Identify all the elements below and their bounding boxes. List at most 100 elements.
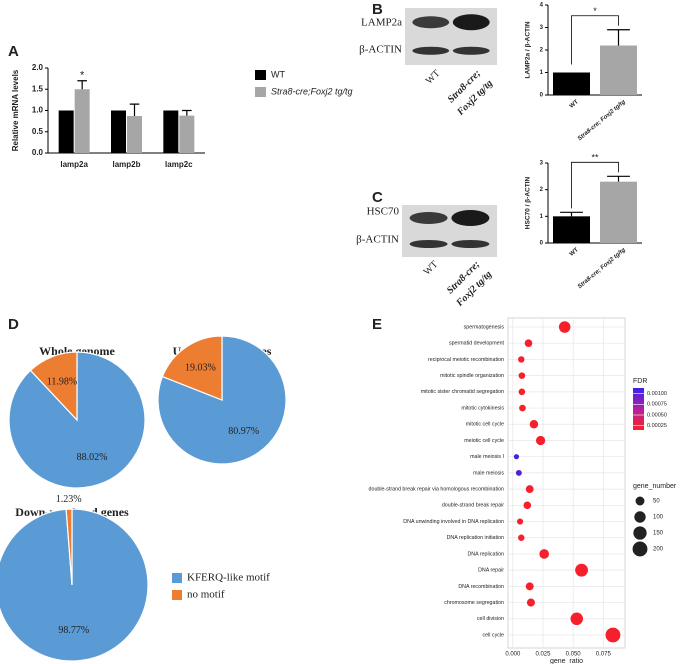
size-legend-dot bbox=[633, 526, 647, 540]
size-legend-dot bbox=[632, 541, 648, 557]
colorbar-tick-label: 0.00100 bbox=[647, 391, 667, 397]
bar bbox=[600, 45, 637, 95]
error-bar bbox=[182, 109, 192, 116]
y-tick-label: 0.0 bbox=[32, 148, 44, 157]
y-tick-label: spermatid development bbox=[449, 341, 505, 347]
bar bbox=[127, 116, 142, 153]
panel-label: C bbox=[372, 189, 383, 206]
colorbar-tick-label: 0.00075 bbox=[647, 402, 667, 408]
pie-value-label: 88.02% bbox=[77, 452, 108, 463]
y-tick-label: 0.5 bbox=[32, 127, 44, 136]
dot bbox=[525, 485, 534, 494]
blot-band bbox=[452, 46, 490, 55]
bar bbox=[111, 110, 126, 153]
dot bbox=[529, 420, 539, 429]
legend-label: no motif bbox=[187, 589, 225, 601]
y-tick-label: DNA replication initiation bbox=[447, 535, 504, 541]
x-tick-label: lamp2c bbox=[165, 160, 193, 169]
error-bar bbox=[560, 211, 583, 217]
size-legend-dot bbox=[634, 511, 646, 523]
y-tick-label: spermatogenesis bbox=[464, 324, 505, 330]
legend-swatch bbox=[255, 70, 266, 80]
y-tick-label: 2.0 bbox=[32, 63, 44, 72]
y-tick-label: mitotic cell cycle bbox=[466, 422, 504, 428]
blot-band-label: β-ACTIN bbox=[356, 234, 399, 246]
size-legend-label: 150 bbox=[653, 531, 664, 537]
dot bbox=[524, 339, 533, 348]
dot bbox=[605, 627, 621, 643]
dot bbox=[535, 435, 546, 446]
blot-band bbox=[412, 46, 450, 55]
y-tick-label: mitotic spindle organization bbox=[440, 373, 504, 379]
panel-label: D bbox=[8, 316, 19, 333]
pie-slice bbox=[161, 335, 223, 401]
blot-band bbox=[409, 212, 448, 224]
pie-value-label: 11.98% bbox=[47, 376, 77, 387]
y-tick-label: DNA repair bbox=[478, 568, 504, 574]
size-legend-title: gene_number bbox=[633, 483, 677, 490]
y-axis-label: LAMP2a / β-ACTIN bbox=[525, 21, 532, 78]
y-tick-label: DNA unwinding involved in DNA replicatio… bbox=[403, 519, 504, 525]
legend-swatch bbox=[172, 590, 182, 600]
dot bbox=[523, 501, 532, 510]
legend-label: Stra8-cre;Foxj2 tg/tg bbox=[271, 86, 353, 96]
dot bbox=[515, 469, 522, 476]
x-tick-label: 0.050 bbox=[566, 652, 582, 658]
y-tick-label: mitotic sister chromatid segregation bbox=[421, 389, 504, 395]
blot-band bbox=[409, 240, 448, 248]
size-legend-dot bbox=[635, 496, 645, 506]
panel-label: A bbox=[8, 43, 19, 60]
pie-slice bbox=[65, 508, 73, 586]
blot-band bbox=[412, 16, 450, 29]
legend-label: KFERQ-like motif bbox=[187, 572, 270, 584]
x-tick-label: WT bbox=[569, 99, 580, 110]
blot-band bbox=[451, 240, 490, 248]
pie-slice bbox=[0, 508, 149, 662]
x-tick-label: 0.075 bbox=[596, 652, 612, 658]
error-bar bbox=[77, 80, 87, 90]
error-bar bbox=[129, 103, 140, 117]
bar bbox=[58, 110, 74, 153]
size-legend-label: 50 bbox=[653, 499, 660, 505]
y-tick-label: 1.0 bbox=[32, 106, 44, 115]
dot bbox=[518, 356, 525, 363]
dot bbox=[518, 388, 526, 396]
panel-label: E bbox=[372, 316, 382, 333]
blot-band-label: HSC70 bbox=[367, 206, 400, 218]
dot bbox=[539, 549, 549, 559]
pie-slice bbox=[29, 351, 78, 422]
bar bbox=[600, 181, 637, 243]
y-tick-label: male meiosis bbox=[473, 470, 504, 476]
pie-value-label: 98.77% bbox=[58, 625, 89, 636]
y-tick-label: DNA recombination bbox=[458, 584, 504, 590]
y-axis-label: HSC70 / β-ACTIN bbox=[525, 177, 532, 230]
y-tick-label: meiotic cell cycle bbox=[464, 438, 504, 444]
bar bbox=[163, 110, 179, 153]
dot bbox=[575, 563, 588, 577]
dot bbox=[519, 404, 526, 412]
colorbar-title: FDR bbox=[633, 378, 647, 385]
legend-swatch bbox=[172, 573, 182, 583]
dot bbox=[518, 372, 526, 379]
x-tick-label: 0.025 bbox=[535, 652, 551, 658]
y-tick-label: 1.5 bbox=[32, 84, 44, 93]
x-tick-label: 0.000 bbox=[505, 652, 521, 658]
blot-band bbox=[451, 210, 490, 226]
x-tick-label: lamp2a bbox=[60, 160, 88, 169]
y-tick-label: chromosome segregation bbox=[444, 600, 504, 606]
panel-label: B bbox=[372, 1, 383, 18]
bar bbox=[553, 216, 590, 243]
colorbar-tick-label: 0.00050 bbox=[647, 412, 667, 418]
significance: * bbox=[593, 6, 597, 16]
y-tick-label: reciprocal meiotic recombination bbox=[428, 357, 504, 363]
dot bbox=[516, 518, 524, 525]
y-tick-label: DNA replication bbox=[467, 551, 504, 557]
significance-bracket bbox=[571, 161, 619, 209]
y-tick-label: 3 bbox=[540, 25, 544, 31]
bar bbox=[74, 89, 90, 153]
colorbar bbox=[633, 388, 644, 430]
plot-panel bbox=[507, 317, 626, 649]
pie-value-label: 80.97% bbox=[228, 426, 259, 437]
y-tick-label: 4 bbox=[540, 3, 544, 9]
